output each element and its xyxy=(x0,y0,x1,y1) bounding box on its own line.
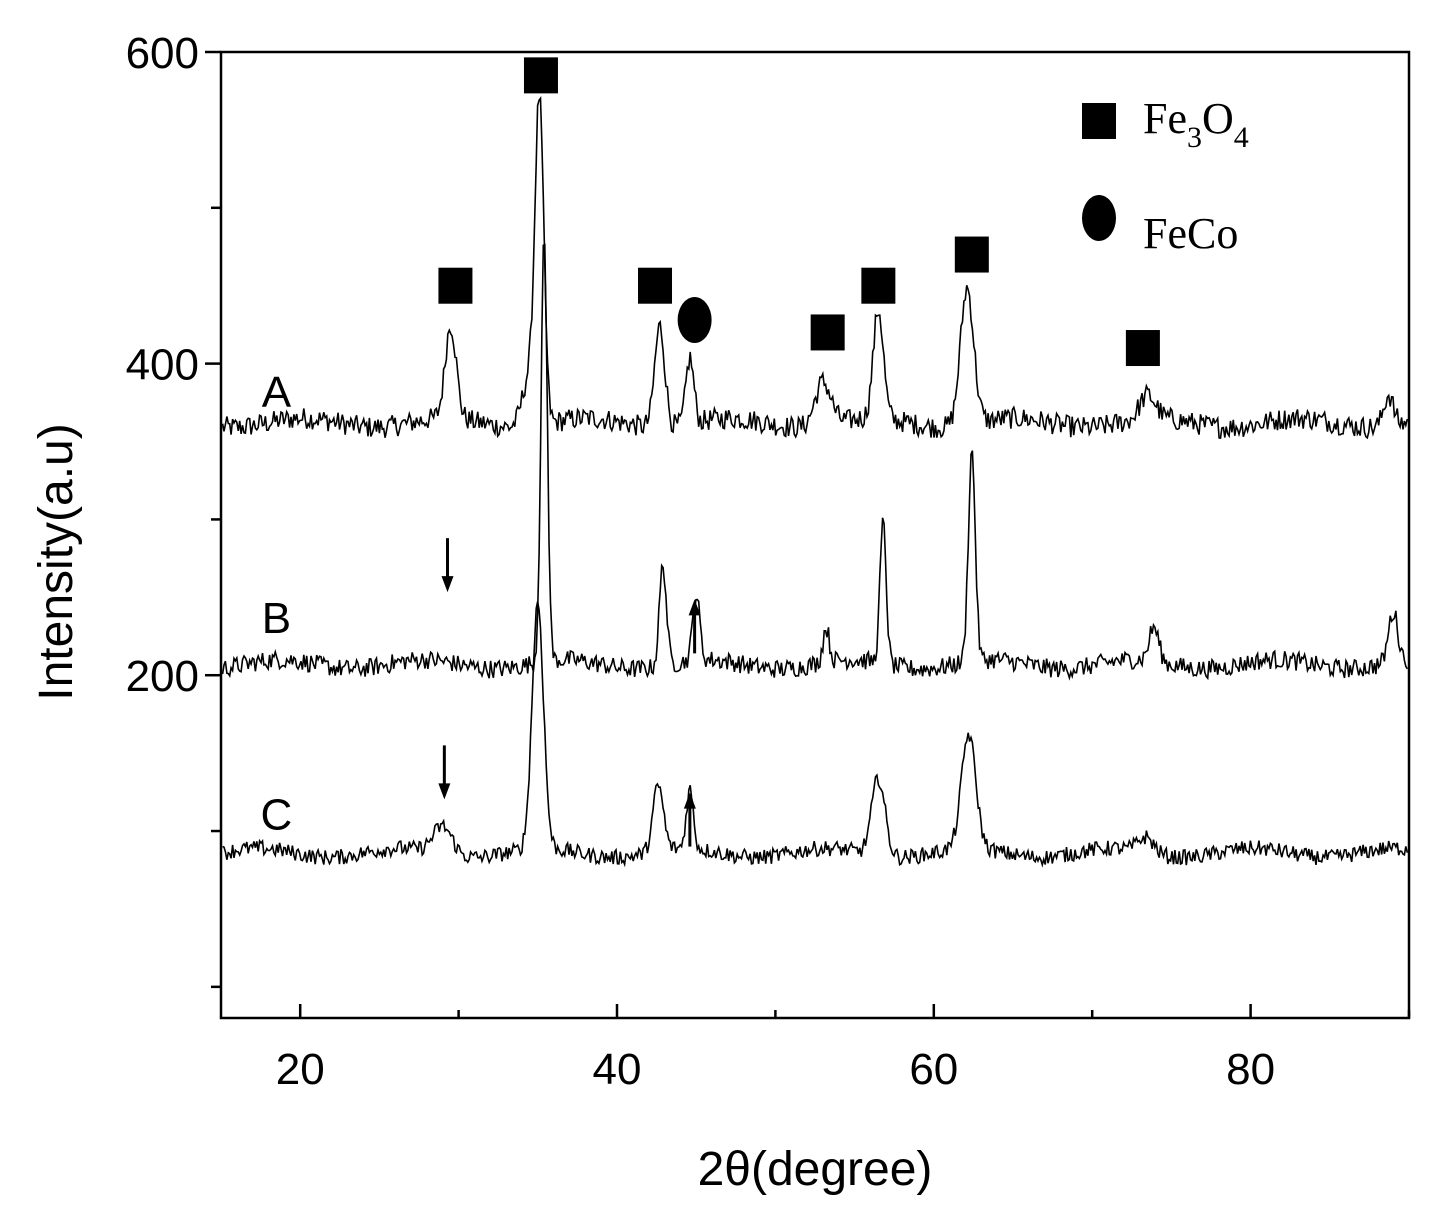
x-axis-title: 2θ(degree) xyxy=(698,1143,933,1196)
arrow-up-C xyxy=(683,792,696,847)
legend-circle-marker xyxy=(1082,195,1116,241)
arrow-down-B xyxy=(441,538,454,593)
series-label-A: A xyxy=(262,368,292,417)
arrow-up-B xyxy=(688,599,701,654)
plot-frame xyxy=(219,50,1411,1020)
y-tick-label: 600 xyxy=(126,29,199,78)
series-label-B: B xyxy=(262,594,291,643)
y-tick-label: 200 xyxy=(126,652,199,701)
x-tick-label: 80 xyxy=(1226,1045,1275,1094)
fe3o4-peak-marker xyxy=(861,267,896,304)
y-axis-title: Intensity(a.u) xyxy=(30,423,83,700)
fe3o4-peak-marker xyxy=(810,314,845,351)
x-tick-label: 20 xyxy=(276,1045,325,1094)
series-line-A xyxy=(221,95,1409,440)
x-tick-label: 60 xyxy=(909,1045,958,1094)
fe3o4-peak-marker xyxy=(438,267,473,304)
x-tick-label: 40 xyxy=(593,1045,642,1094)
series-label-C: C xyxy=(261,790,293,839)
phase-markers xyxy=(438,57,1160,847)
legend-label-feco: FeCo xyxy=(1143,209,1238,258)
y-tick-label: 400 xyxy=(126,341,199,390)
fe3o4-peak-marker xyxy=(638,267,673,304)
fe3o4-peak-marker xyxy=(523,57,558,94)
fe3o4-peak-marker xyxy=(1125,330,1160,367)
fe3o4-peak-marker xyxy=(954,236,989,273)
legend: Fe3O4 FeCo xyxy=(1082,94,1249,258)
feco-peak-marker xyxy=(677,296,712,343)
series-line-C xyxy=(222,601,1409,868)
legend-label-fe3o4: Fe3O4 xyxy=(1143,94,1249,154)
axes: 20 40 60 80 200 400 600 xyxy=(126,29,1411,1094)
series-curves: A B C xyxy=(221,95,1409,868)
series-line-B xyxy=(221,243,1408,681)
legend-square-marker xyxy=(1082,103,1116,139)
arrow-down-C xyxy=(438,745,451,800)
